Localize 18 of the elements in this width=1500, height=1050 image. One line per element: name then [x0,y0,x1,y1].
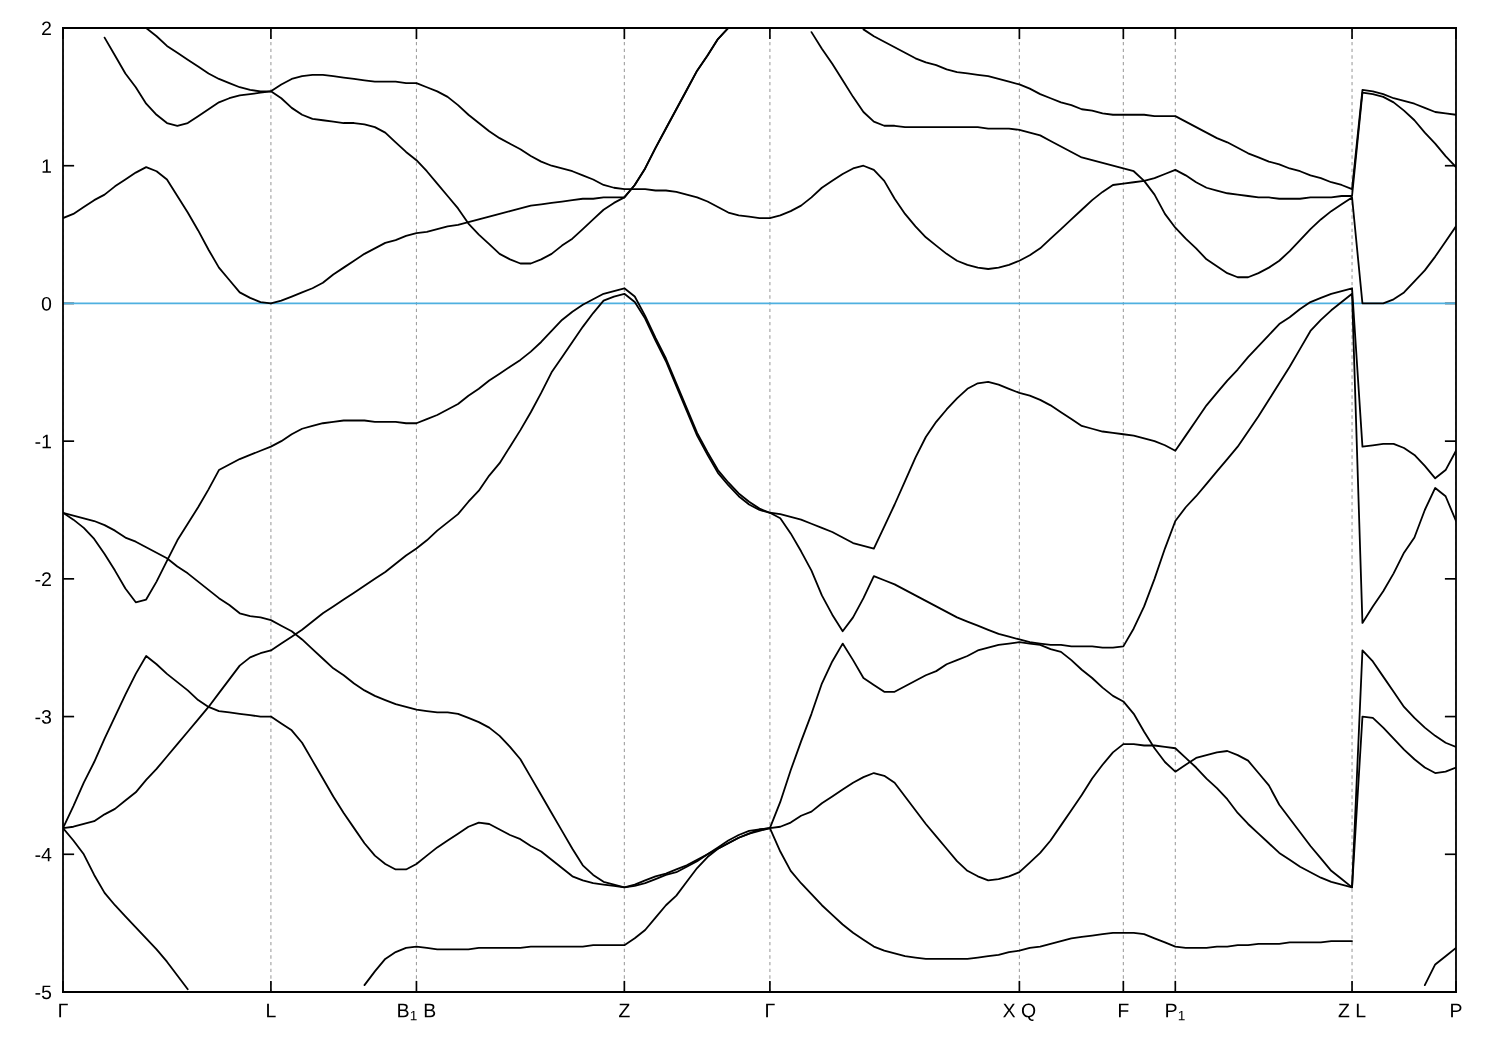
x-tick-label: B$_{1}$ B [398,1003,436,1021]
y-tick-label: -1 [35,434,51,449]
y-tick-label: -5 [35,985,52,1000]
x-tick-label: Z L [1338,1003,1366,1018]
x-tick-label: P [1451,1003,1462,1018]
x-tick-label: Γ [59,1003,68,1018]
x-tick-label: L [267,1003,276,1018]
x-tick-label: X Q [1003,1003,1036,1021]
x-tick-label: Γ [766,1003,775,1018]
x-tick-label: P$_{1}$ [1166,1003,1185,1021]
x-tick-label: Z [619,1003,630,1018]
y-tick-label: -4 [35,847,52,862]
y-tick-label: -3 [35,710,52,724]
y-tick-label: -2 [35,572,51,586]
y-tick-label: 1 [42,159,51,173]
y-tick-label: 0 [41,296,52,311]
x-tick-label: F [1119,1003,1129,1018]
y-tick-label: 2 [42,21,51,36]
